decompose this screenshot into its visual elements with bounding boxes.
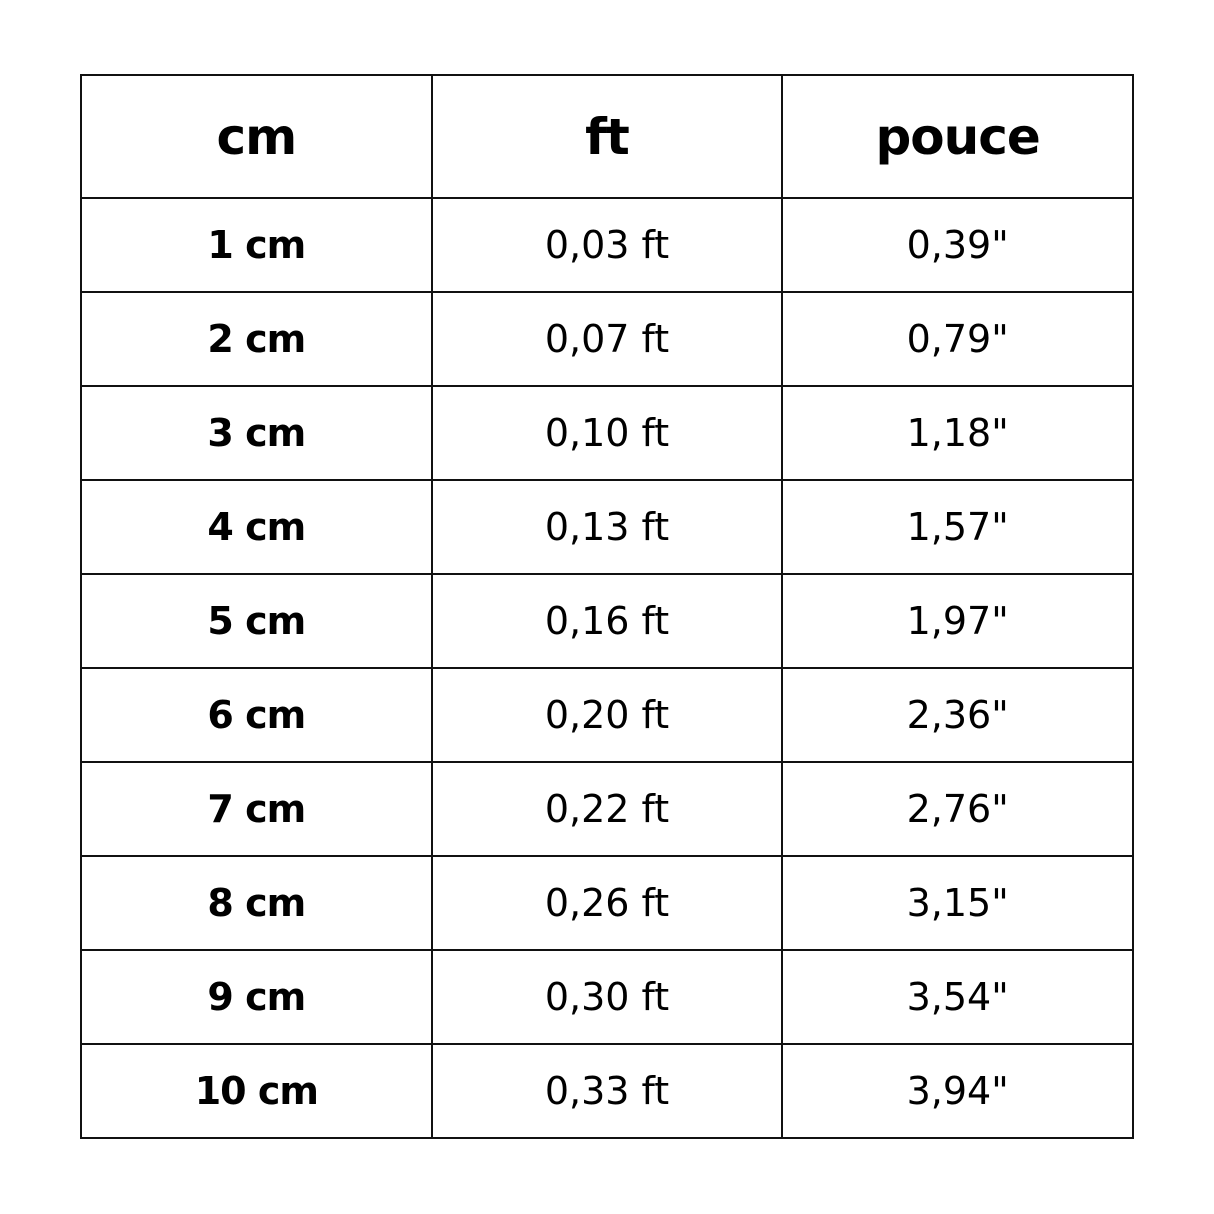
- cell-ft: 0,10 ft: [430, 385, 784, 481]
- cell-pouce: 1,57": [781, 479, 1134, 575]
- cell-ft: 0,03 ft: [430, 197, 784, 293]
- cell-ft: 0,33 ft: [430, 1043, 784, 1139]
- cell-cm: 8 cm: [80, 855, 433, 951]
- header-pouce: pouce: [781, 74, 1134, 199]
- cell-ft: 0,13 ft: [430, 479, 784, 575]
- conversion-table: cm ft pouce 1 cm 0,03 ft 0,39" 2 cm 0,07 ft 0…: [80, 74, 1134, 1139]
- cell-cm: 9 cm: [80, 949, 433, 1045]
- cell-pouce: 0,79": [781, 291, 1134, 387]
- cell-cm: 2 cm: [80, 291, 433, 387]
- cell-ft: 0,26 ft: [430, 855, 784, 951]
- header-row: cm ft pouce: [80, 74, 1134, 199]
- cell-ft: 0,30 ft: [430, 949, 784, 1045]
- cell-pouce: 3,54": [781, 949, 1134, 1045]
- table-row: 4 cm 0,13 ft 1,57": [80, 479, 1134, 575]
- cell-ft: 0,07 ft: [430, 291, 784, 387]
- table-row: 5 cm 0,16 ft 1,97": [80, 573, 1134, 669]
- cell-cm: 3 cm: [80, 385, 433, 481]
- table-row: 7 cm 0,22 ft 2,76": [80, 761, 1134, 857]
- cell-pouce: 3,15": [781, 855, 1134, 951]
- header-cm: cm: [80, 74, 433, 199]
- cell-cm: 5 cm: [80, 573, 433, 669]
- table-row: 8 cm 0,26 ft 3,15": [80, 855, 1134, 951]
- table-row: 1 cm 0,03 ft 0,39": [80, 197, 1134, 293]
- cell-pouce: 2,76": [781, 761, 1134, 857]
- cell-cm: 1 cm: [80, 197, 433, 293]
- cell-pouce: 0,39": [781, 197, 1134, 293]
- cell-cm: 10 cm: [80, 1043, 433, 1139]
- cell-pouce: 1,97": [781, 573, 1134, 669]
- table-row: 6 cm 0,20 ft 2,36": [80, 667, 1134, 763]
- cell-cm: 4 cm: [80, 479, 433, 575]
- table-row: 2 cm 0,07 ft 0,79": [80, 291, 1134, 387]
- cell-pouce: 3,94": [781, 1043, 1134, 1139]
- table-row: 9 cm 0,30 ft 3,54": [80, 949, 1134, 1045]
- cell-ft: 0,20 ft: [430, 667, 784, 763]
- cell-pouce: 2,36": [781, 667, 1134, 763]
- header-ft: ft: [430, 74, 784, 199]
- cell-cm: 7 cm: [80, 761, 433, 857]
- cell-cm: 6 cm: [80, 667, 433, 763]
- table-row: 3 cm 0,10 ft 1,18": [80, 385, 1134, 481]
- cell-ft: 0,16 ft: [430, 573, 784, 669]
- cell-ft: 0,22 ft: [430, 761, 784, 857]
- table-row: 10 cm 0,33 ft 3,94": [80, 1043, 1134, 1139]
- cell-pouce: 1,18": [781, 385, 1134, 481]
